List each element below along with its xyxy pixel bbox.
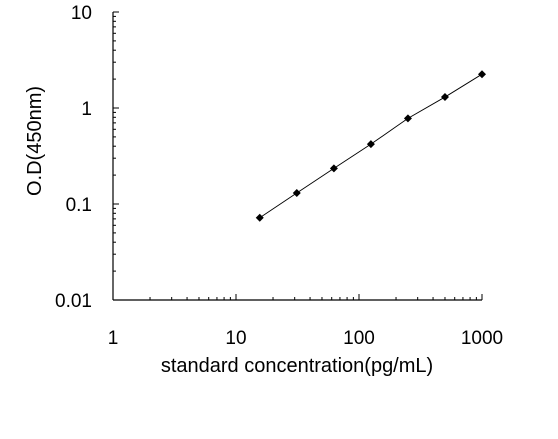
data-point — [292, 189, 301, 198]
y-tick-label: 0.01 — [55, 291, 92, 312]
axes-layer — [112, 11, 483, 301]
x-axis-title: standard concentration(pg/mL) — [161, 355, 433, 377]
data-point — [478, 70, 486, 79]
data-point — [403, 114, 412, 123]
data-point — [366, 140, 375, 149]
y-axis-title: O.D(450nm) — [24, 86, 46, 196]
x-tick-label: 10 — [225, 328, 246, 349]
data-point — [329, 164, 338, 173]
labels-layer: standard concentration(pg/mL) O.D(450nm)… — [24, 3, 503, 377]
data-points-layer — [255, 70, 486, 222]
x-tick-label: 100 — [343, 328, 375, 349]
data-point — [440, 93, 449, 102]
y-tick-label: 10 — [71, 3, 92, 24]
y-tick-label: 1 — [81, 99, 92, 120]
y-tick-label: 0.1 — [66, 195, 92, 216]
x-tick-label: 1 — [108, 328, 119, 349]
x-tick-label: 1000 — [461, 328, 503, 349]
data-point — [255, 213, 264, 222]
